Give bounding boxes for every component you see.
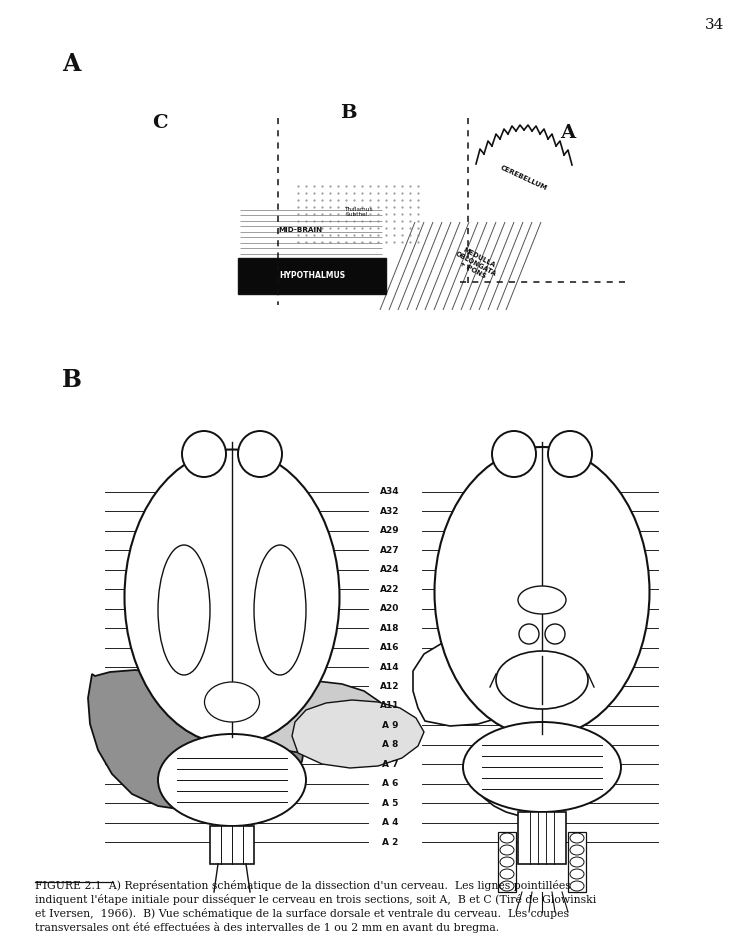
Ellipse shape: [158, 734, 306, 826]
Text: MEDULLA
OBLONGATA
+ PONS: MEDULLA OBLONGATA + PONS: [451, 244, 501, 284]
Text: MID-BRAIN: MID-BRAIN: [278, 227, 322, 233]
Text: A 9: A 9: [382, 721, 399, 729]
Ellipse shape: [205, 682, 259, 722]
Ellipse shape: [158, 545, 210, 675]
Ellipse shape: [182, 431, 226, 477]
Ellipse shape: [254, 545, 306, 675]
Text: et Iversen,  1966).  B) Vue schématique de la surface dorsale et ventrale du cer: et Iversen, 1966). B) Vue schématique de…: [35, 908, 569, 919]
Polygon shape: [472, 738, 576, 816]
Text: A27: A27: [381, 546, 400, 555]
Text: A12: A12: [381, 682, 400, 691]
Ellipse shape: [125, 449, 339, 745]
Text: A18: A18: [381, 623, 400, 633]
Text: CEREBELLUM: CEREBELLUM: [499, 165, 548, 191]
Bar: [210, 826, 254, 864]
Text: A11: A11: [381, 701, 400, 710]
Text: A22: A22: [381, 585, 400, 594]
Polygon shape: [88, 670, 305, 811]
Text: A24: A24: [381, 566, 400, 574]
Text: A 4: A 4: [382, 818, 399, 827]
Ellipse shape: [435, 447, 650, 737]
Text: A32: A32: [381, 507, 400, 516]
Ellipse shape: [492, 431, 536, 477]
Text: indiquent l'étape initiale pour disséquer le cerveau en trois sections, soit A, : indiquent l'étape initiale pour disséque…: [35, 894, 596, 905]
Text: A34: A34: [381, 487, 400, 497]
Text: A 6: A 6: [382, 780, 399, 788]
Text: A: A: [560, 124, 575, 142]
Ellipse shape: [238, 431, 282, 477]
Text: C: C: [152, 114, 168, 132]
Text: A20: A20: [381, 604, 399, 613]
Bar: [568, 832, 586, 892]
Polygon shape: [292, 700, 424, 768]
Text: 34: 34: [705, 18, 724, 32]
Polygon shape: [413, 638, 538, 726]
Text: A16: A16: [381, 643, 400, 652]
Text: B: B: [62, 368, 82, 392]
Circle shape: [545, 624, 565, 644]
Bar: [498, 832, 516, 892]
Text: B: B: [340, 104, 356, 122]
Ellipse shape: [548, 431, 592, 477]
Bar: [238, 258, 386, 294]
Text: A 8: A 8: [382, 741, 399, 749]
Text: A 7: A 7: [382, 760, 399, 769]
Text: Thalamus
Subthal.: Thalamus Subthal.: [344, 206, 372, 218]
Text: CEREBRAL
CORTEX: CEREBRAL CORTEX: [135, 201, 185, 230]
Bar: [518, 812, 566, 864]
Text: A29: A29: [381, 526, 400, 535]
Text: A 5: A 5: [382, 798, 399, 808]
Text: A 2: A 2: [382, 837, 399, 847]
Circle shape: [519, 624, 539, 644]
Polygon shape: [234, 681, 384, 753]
Ellipse shape: [463, 722, 621, 812]
Text: A14: A14: [381, 662, 400, 672]
Text: FIGURE 2.1  A) Représentation schématique de la dissection d'un cerveau.  Les li: FIGURE 2.1 A) Représentation schématique…: [35, 880, 571, 891]
Ellipse shape: [496, 651, 588, 709]
Text: A: A: [62, 52, 80, 76]
Text: transversales ont été effectuées à des intervalles de 1 ou 2 mm en avant du breg: transversales ont été effectuées à des i…: [35, 922, 499, 933]
Ellipse shape: [518, 586, 566, 614]
Text: HYPOTHALMUS: HYPOTHALMUS: [279, 272, 345, 281]
